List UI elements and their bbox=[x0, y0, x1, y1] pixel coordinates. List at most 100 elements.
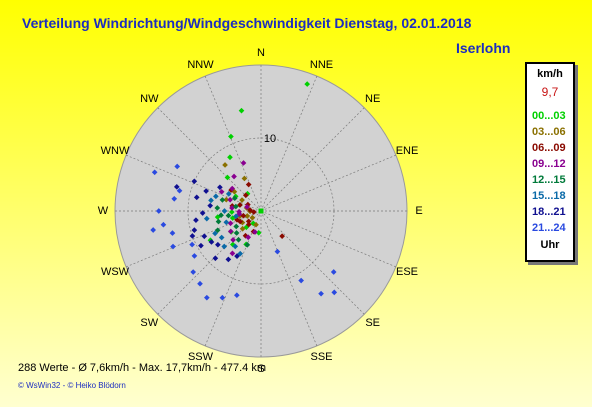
direction-label-nne: NNE bbox=[309, 59, 334, 71]
data-point bbox=[234, 292, 240, 299]
data-point bbox=[217, 184, 223, 191]
direction-label-ese: ESE bbox=[395, 265, 419, 278]
data-point bbox=[214, 205, 221, 211]
legend-range-4: 12...15 bbox=[532, 174, 566, 186]
data-point bbox=[155, 208, 162, 214]
station-name: Iserlohn bbox=[456, 40, 511, 56]
data-point bbox=[151, 169, 158, 176]
data-point bbox=[227, 228, 234, 235]
direction-label-se: SE bbox=[365, 316, 381, 329]
data-point bbox=[240, 160, 247, 166]
data-point bbox=[169, 230, 176, 236]
data-point bbox=[330, 269, 337, 275]
data-point bbox=[227, 154, 233, 161]
data-point bbox=[173, 184, 180, 190]
spoke-sse bbox=[260, 210, 318, 347]
data-point bbox=[212, 255, 219, 262]
data-point bbox=[218, 188, 225, 195]
data-point bbox=[249, 214, 256, 221]
data-point bbox=[225, 212, 232, 219]
data-point bbox=[189, 241, 195, 248]
radial-tick-label: 10 bbox=[263, 133, 277, 145]
legend-range-7: 21...24 bbox=[532, 222, 566, 234]
data-point bbox=[236, 208, 242, 215]
data-point bbox=[223, 219, 230, 226]
direction-label-e: E bbox=[415, 205, 423, 217]
data-point bbox=[201, 233, 208, 240]
data-point bbox=[170, 243, 176, 250]
data-point bbox=[234, 253, 240, 259]
direction-label-ene: ENE bbox=[395, 144, 419, 157]
data-point bbox=[274, 248, 281, 255]
spoke-nne bbox=[260, 75, 318, 212]
legend-range-5: 15...18 bbox=[532, 190, 566, 202]
data-point bbox=[232, 243, 239, 250]
data-point bbox=[191, 178, 198, 185]
direction-label-s: S bbox=[257, 363, 265, 375]
center-marker bbox=[258, 208, 264, 214]
chart-title: Verteilung Windrichtung/Windgeschwindigk… bbox=[22, 15, 472, 31]
data-point bbox=[250, 209, 257, 215]
data-point bbox=[244, 242, 251, 248]
data-point bbox=[239, 225, 246, 232]
data-point bbox=[212, 230, 218, 237]
direction-label-n: N bbox=[257, 47, 265, 59]
data-point bbox=[231, 195, 238, 202]
legend-footer: Uhr bbox=[540, 239, 560, 251]
data-point bbox=[189, 233, 196, 239]
data-point bbox=[225, 191, 232, 197]
data-point bbox=[221, 208, 228, 214]
data-point bbox=[215, 241, 221, 248]
data-point bbox=[233, 230, 240, 236]
legend-unit: km/h bbox=[537, 68, 563, 80]
legend-range-3: 09...12 bbox=[532, 158, 566, 170]
data-point bbox=[245, 181, 252, 188]
direction-label-wsw: WSW bbox=[100, 265, 130, 278]
data-point bbox=[229, 250, 236, 257]
data-point bbox=[255, 229, 262, 236]
data-point bbox=[197, 280, 203, 287]
legend-range-0: 00...03 bbox=[532, 110, 566, 122]
data-point bbox=[176, 187, 183, 194]
data-point bbox=[233, 203, 239, 210]
data-point bbox=[198, 242, 204, 249]
data-point bbox=[318, 290, 324, 297]
data-point bbox=[245, 218, 252, 225]
data-point bbox=[171, 195, 178, 202]
data-point bbox=[245, 234, 252, 241]
statistics-line: 288 Werte - Ø 7,6km/h - Max. 17,7km/h - … bbox=[18, 362, 266, 374]
spoke-ssw bbox=[204, 210, 262, 347]
data-point bbox=[230, 237, 236, 243]
spoke-ene bbox=[260, 154, 397, 212]
data-point bbox=[219, 294, 226, 301]
data-point bbox=[244, 213, 251, 219]
direction-label-sse: SSE bbox=[310, 351, 333, 363]
data-point bbox=[193, 217, 199, 223]
data-point bbox=[227, 196, 233, 203]
spoke-se bbox=[260, 210, 365, 315]
legend-range-2: 06...09 bbox=[532, 142, 566, 154]
legend: km/h 9,7 00...03 03...06 06...09 09...12 12.… bbox=[525, 62, 575, 262]
data-point bbox=[207, 202, 214, 209]
data-point bbox=[208, 239, 215, 245]
credit-line: © WsWin32 - © Heiko Blödorn bbox=[18, 381, 126, 390]
data-point bbox=[237, 250, 244, 257]
data-point bbox=[150, 227, 156, 233]
data-point bbox=[231, 173, 237, 180]
spoke-ne bbox=[260, 107, 365, 212]
data-point bbox=[203, 215, 210, 222]
data-point bbox=[218, 212, 224, 219]
direction-label-sw: SW bbox=[140, 316, 159, 329]
spoke-nnw bbox=[204, 75, 262, 212]
data-point bbox=[244, 204, 250, 210]
data-point bbox=[218, 234, 225, 241]
data-point bbox=[214, 227, 221, 234]
data-point bbox=[238, 107, 245, 114]
direction-label-ssw: SSW bbox=[187, 351, 214, 363]
data-point bbox=[190, 269, 197, 275]
legend-current-value: 9,7 bbox=[541, 85, 559, 99]
data-point bbox=[331, 289, 338, 296]
legend-range-6: 18...21 bbox=[532, 206, 566, 218]
data-point bbox=[240, 212, 247, 219]
